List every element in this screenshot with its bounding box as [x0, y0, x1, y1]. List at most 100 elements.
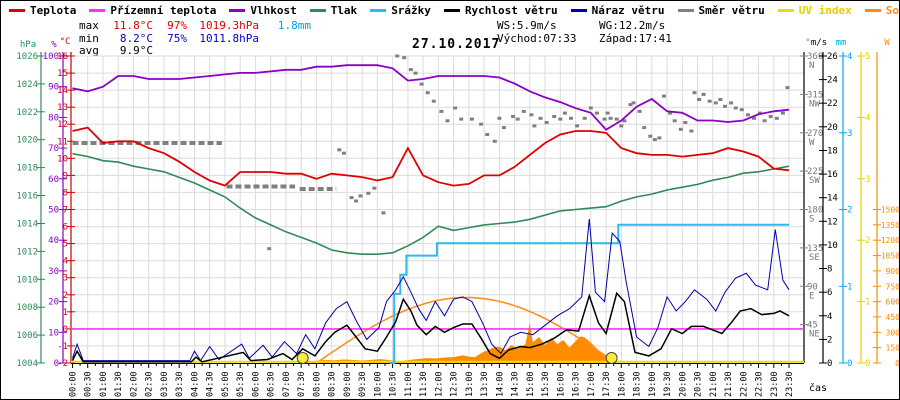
- axis-tick-label: 3: [847, 129, 852, 139]
- x-tick-label: 11:30: [419, 371, 429, 397]
- wind-direction-dot: [662, 94, 666, 98]
- axis-tick-label: -2: [57, 359, 68, 369]
- wind-direction-dot: [594, 111, 599, 115]
- axis-tick-label: 1026: [16, 52, 38, 62]
- wind-direction-dot: [552, 115, 557, 118]
- wind-direction-dot: [608, 116, 613, 120]
- x-tick-label: 20:00: [678, 371, 688, 397]
- stats-min-humidity: 75%: [167, 31, 187, 45]
- stats-summary: max 11.8°C 97% 1019.3hPa 1.8mm min 8.2°C 75% 10…: [79, 19, 311, 58]
- wind-direction-dot: [575, 124, 580, 128]
- axis-tick-label: 80: [48, 113, 59, 123]
- axis-tick-label: 1006: [16, 331, 38, 341]
- series-precipitation: [389, 223, 789, 364]
- axis-tick-label: 750: [886, 282, 900, 291]
- x-tick-label: 05:00: [221, 371, 231, 397]
- x-tick-label: 01:30: [114, 371, 124, 397]
- wind-direction-dot: [652, 138, 657, 142]
- legend-swatch: [89, 9, 106, 12]
- wind-direction-dot: [637, 109, 642, 113]
- wind-direction-dot: [529, 113, 534, 117]
- axis-tick-label: 20: [48, 298, 59, 308]
- stats-max-temp: 11.8°C: [113, 19, 153, 32]
- axis-tick-label: 40: [48, 236, 59, 246]
- wind-direction-dot: [707, 99, 712, 103]
- x-tick-label: 15:00: [526, 371, 536, 397]
- wind-direction-dot: [425, 91, 430, 95]
- wind-direction-dot: [768, 115, 773, 118]
- wind-direction-dot: [619, 124, 624, 128]
- axis-tick-label: 60: [48, 175, 59, 185]
- axis-tick-label: 150: [886, 344, 900, 353]
- x-tick-label: 01:00: [99, 371, 109, 397]
- axis-tick-label: 1350: [881, 221, 900, 230]
- gridlines: [71, 55, 804, 363]
- axis-rain: 0 1 2 3 4mm: [836, 38, 853, 369]
- legend-item-10: Solar: [864, 4, 899, 17]
- axis-tick-label: 16: [827, 170, 838, 180]
- x-tick-label: 15:30: [541, 371, 551, 397]
- axis-uv: 0 1 2 3 4 5: [857, 52, 870, 369]
- x-tick-label: 10:00: [373, 371, 383, 397]
- axis-tick-label: 1500: [881, 206, 900, 215]
- wind-direction-dot: [497, 116, 502, 120]
- wind-direction-dot: [713, 101, 718, 105]
- axis-tick-label: 360: [807, 52, 823, 62]
- axis-tick-label: 6: [63, 223, 68, 233]
- x-tick-label: 18:30: [633, 371, 643, 397]
- x-tick-label: 14:00: [495, 371, 505, 397]
- wind-direction-dot: [469, 117, 474, 121]
- x-tick-label: 05:30: [236, 371, 246, 397]
- stats-min-temp: 8.2°C: [119, 31, 153, 45]
- stats-max-label: max: [79, 19, 99, 32]
- axis-tick-label: 13: [57, 103, 68, 113]
- x-tick-label: 07:30: [297, 371, 307, 397]
- axis-tick-label: 0: [63, 325, 68, 335]
- legend-label: Tlak: [330, 4, 358, 17]
- axis-tick-label: 1016: [16, 192, 38, 202]
- legend-label: Směr větru: [698, 4, 765, 17]
- x-tick-label: 21:00: [709, 371, 719, 397]
- wind-gust-max: WG:12.2m/s: [599, 19, 666, 32]
- wind-direction-dot: [672, 119, 677, 123]
- legend-swatch: [9, 9, 25, 12]
- axis-tick-label: 70: [48, 144, 59, 154]
- axis-tick-label: 12: [827, 217, 838, 227]
- sunrise-marker: [296, 352, 309, 364]
- legend-label: Náraz větru: [591, 4, 665, 17]
- x-tick-label: 12:00: [434, 371, 444, 397]
- axis-solar: 0 150 300 450 600 750 900 1050 1200 1350 1500 W: [873, 38, 900, 368]
- legend-label: Solar: [885, 4, 899, 17]
- wind-direction-dot: [718, 98, 723, 101]
- x-tick-label: 18:00: [617, 371, 627, 397]
- x-tick-label: 02:30: [145, 371, 155, 397]
- stats-avg-temp: 9.9°C: [119, 44, 153, 57]
- wind-direction-dot: [582, 116, 587, 120]
- series-layer: [71, 54, 804, 364]
- compass-label: E: [809, 291, 814, 301]
- wind-direction-dot: [459, 117, 464, 121]
- stats-max-row: max 11.8°C 97% 1019.3hPa 1.8mm: [79, 19, 311, 33]
- sunset-time: Západ:17:41: [599, 31, 672, 45]
- wind-direction-dot: [745, 113, 750, 117]
- stats-min-label: min: [79, 31, 99, 45]
- wind-direction-dot: [521, 109, 526, 113]
- legend-swatch: [864, 9, 881, 12]
- legend-item-7: Náraz větru: [570, 4, 665, 17]
- wind-direction-dot: [733, 106, 738, 110]
- sun-times-row: Východ:07:33 Západ:17:41: [497, 31, 701, 46]
- x-tick-label: 22:00: [739, 371, 749, 397]
- wind-direction-dot: [622, 119, 627, 123]
- legend-item-2: Přízemní teplota: [89, 4, 216, 17]
- x-tick-label: 02:00: [130, 371, 140, 397]
- sunset-marker: [605, 352, 618, 364]
- wind-direction-dot: [267, 247, 272, 251]
- sunrise-time: Východ:07:33: [497, 31, 577, 45]
- axis-tick-label: 1024: [16, 80, 38, 90]
- x-tick-label: 03:30: [175, 371, 185, 397]
- axis-tick-label: 300: [886, 328, 900, 337]
- axis-tick-label: 1012: [16, 247, 38, 257]
- legend-swatch: [370, 9, 387, 12]
- axis-header-direction: °: [805, 38, 810, 48]
